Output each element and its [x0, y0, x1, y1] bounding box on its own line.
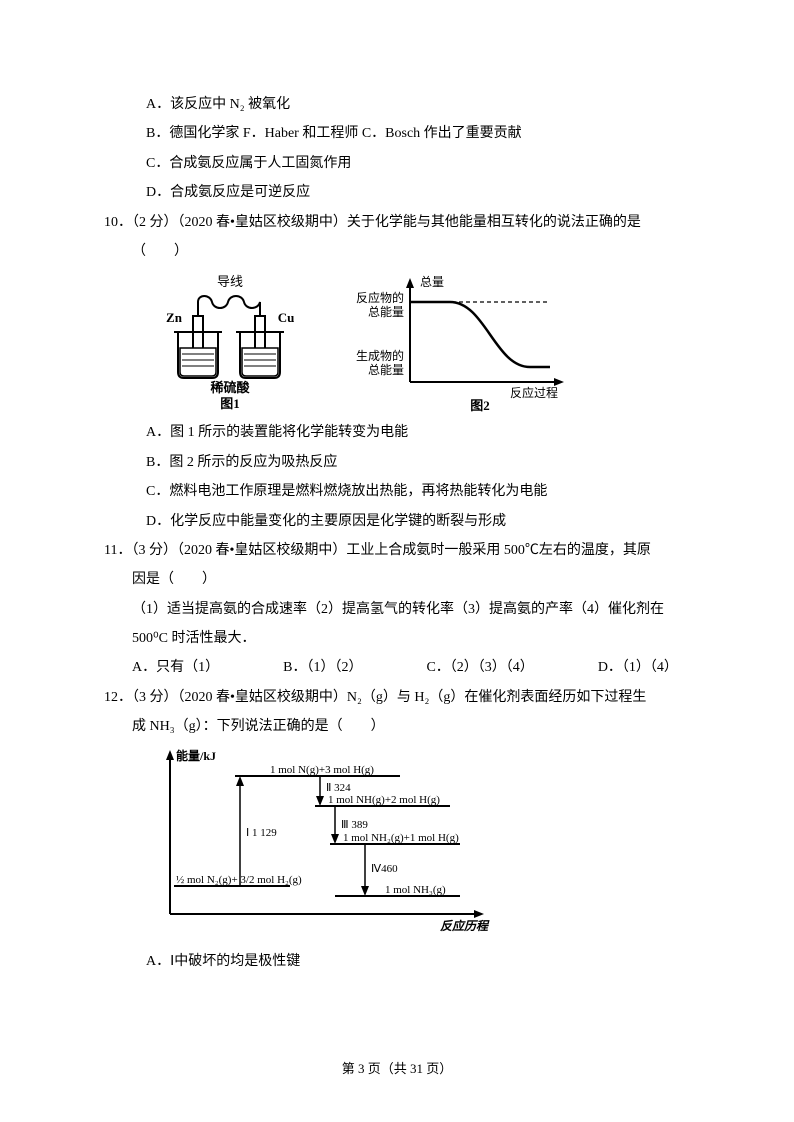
figure-2: 总量 反应物的 总能量 生成物的 总能量 反应过程 图2	[350, 272, 570, 412]
q10-paren: （ ）	[90, 237, 704, 266]
fig1-cu-label: Cu	[278, 310, 295, 325]
fig3-lvl2: 1 mol NH(g)+2 mol H(g)	[328, 794, 440, 806]
page-footer: 第 3 页（共 31 页）	[0, 1055, 794, 1082]
q10-stem: 10．（2 分）（2020 春•皇姑区校级期中）关于化学能与其他能量相互转化的说…	[90, 208, 704, 237]
fig2-caption: 图2	[470, 398, 490, 412]
fig2-xtitle: 反应过程	[510, 385, 558, 400]
q9-opt-c: C．合成氨反应属于人工固氮作用	[90, 149, 704, 178]
q11-line2: 500⁰C 时活性最大．	[90, 624, 704, 653]
fig3-step4: Ⅳ460	[371, 863, 398, 875]
fig1-caption: 图1	[220, 396, 240, 411]
q10-opt-b: B．图 2 所示的反应为吸热反应	[90, 448, 704, 477]
fig1-zn-label: Zn	[166, 310, 183, 325]
fig3-xlabel: 反应历程	[440, 919, 490, 933]
q10-opt-d: D．化学反应中能量变化的主要原因是化学键的断裂与形成	[90, 507, 704, 536]
q11-line1: （1）适当提高氨的合成速率（2）提高氢气的转化率（3）提高氨的产率（4）催化剂在	[90, 595, 704, 624]
q9-opt-b: B．德国化学家 F．Haber 和工程师 C．Bosch 作出了重要贡献	[90, 119, 704, 148]
fig2-prod1: 生成物的	[356, 348, 404, 363]
q11-opt-c: C．（2）（3）（4）	[426, 653, 533, 682]
q10-opt-c: C．燃料电池工作原理是燃料燃烧放出热能，再将热能转化为电能	[90, 477, 704, 506]
q9-opt-d: D．合成氨反应是可逆反应	[90, 178, 704, 207]
fig3-end: 1 mol NH₃(g)	[385, 884, 446, 896]
q11-opt-d: D．（1）（4）	[598, 653, 678, 682]
figure-3: 能量/kJ 反应历程 ½ mol N₂(g)+ 3/2 mol H₂(g) Ⅰ …	[140, 746, 500, 936]
fig3-lvl3: 1 mol NH₂(g)+1 mol H(g)	[343, 832, 459, 844]
q12-figure-wrap: 能量/kJ 反应历程 ½ mol N₂(g)+ 3/2 mol H₂(g) Ⅰ …	[140, 746, 704, 947]
fig3-start: ½ mol N₂(g)+ 3/2 mol H₂(g)	[176, 874, 302, 886]
fig3-top: 1 mol N(g)+3 mol H(g)	[270, 764, 374, 776]
q11-options: A．只有（1） B．（1）（2） C．（2）（3）（4） D．（1）（4）	[90, 653, 704, 682]
fig2-react1: 反应物的	[356, 290, 404, 305]
q11-stem2: 因是（ ）	[90, 565, 704, 594]
fig1-acid-label: 稀硫酸	[210, 380, 250, 395]
fig1-wire-label: 导线	[217, 274, 243, 289]
fig3-step2: Ⅱ 324	[326, 782, 351, 794]
q11-opt-b: B．（1）（2）	[283, 653, 362, 682]
q12-opt-a: A．Ⅰ中破坏的均是极性键	[90, 947, 704, 976]
fig3-ylabel: 能量/kJ	[176, 748, 216, 763]
q11-stem: 11．（3 分）（2020 春•皇姑区校级期中）工业上合成氨时一般采用 500℃…	[90, 536, 704, 565]
fig2-react2: 总能量	[368, 305, 404, 319]
q12-stem2: 成 NH₃（g）：下列说法正确的是（ ）	[90, 712, 704, 741]
fig3-step1: Ⅰ 1 129	[246, 827, 277, 839]
q11-opt-a: A．只有（1）	[132, 653, 219, 682]
q12-stem: 12．（3 分）（2020 春•皇姑区校级期中）N₂（g）与 H₂（g）在催化剂…	[90, 683, 704, 712]
q10-opt-a: A．图 1 所示的装置能将化学能转变为电能	[90, 418, 704, 447]
q10-figures: 导线 Zn Cu 稀硫酸 图1 总量	[160, 272, 704, 412]
figure-1: 导线 Zn Cu 稀硫酸 图1	[160, 272, 300, 412]
fig2-ytitle: 总量	[420, 275, 444, 289]
fig3-step3: Ⅲ 389	[341, 819, 368, 831]
fig2-prod2: 总能量	[368, 363, 404, 377]
q9-opt-a: A．该反应中 N₂ 被氧化	[90, 90, 704, 119]
